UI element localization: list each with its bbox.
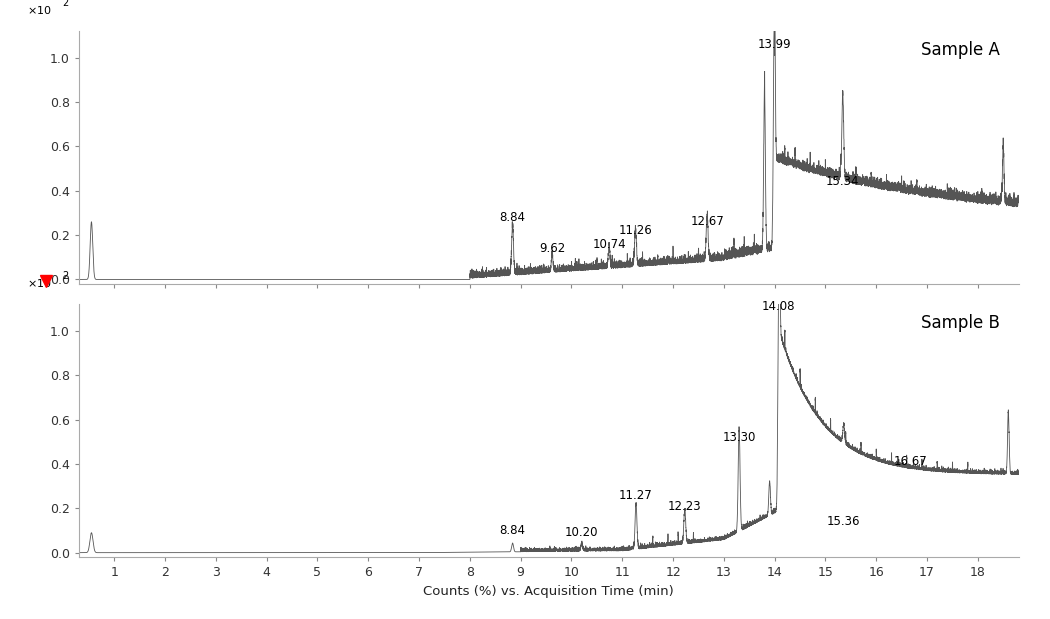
Text: Sample A: Sample A (921, 41, 1000, 59)
Text: 2: 2 (62, 0, 68, 8)
Text: 13.99: 13.99 (757, 38, 791, 51)
Text: 16.67: 16.67 (894, 456, 927, 469)
Text: $\times$10: $\times$10 (27, 277, 51, 289)
Text: 15.36: 15.36 (827, 515, 861, 528)
Text: $\times$10: $\times$10 (27, 4, 51, 15)
Text: 10.20: 10.20 (565, 526, 598, 539)
Text: 15.34: 15.34 (826, 176, 860, 189)
Text: 8.84: 8.84 (500, 524, 526, 537)
Text: 11.27: 11.27 (620, 488, 653, 501)
Text: 10.74: 10.74 (592, 238, 626, 251)
Text: 8.84: 8.84 (500, 211, 526, 224)
Text: 11.26: 11.26 (618, 224, 652, 237)
Text: 14.08: 14.08 (762, 300, 796, 313)
X-axis label: Counts (%) vs. Acquisition Time (min): Counts (%) vs. Acquisition Time (min) (423, 585, 674, 598)
Text: 13.30: 13.30 (722, 431, 756, 444)
Text: 12.67: 12.67 (690, 215, 724, 228)
Text: 9.62: 9.62 (539, 242, 565, 255)
Text: Sample B: Sample B (921, 314, 1000, 332)
Text: 2: 2 (62, 271, 68, 282)
Text: 12.23: 12.23 (668, 500, 701, 513)
